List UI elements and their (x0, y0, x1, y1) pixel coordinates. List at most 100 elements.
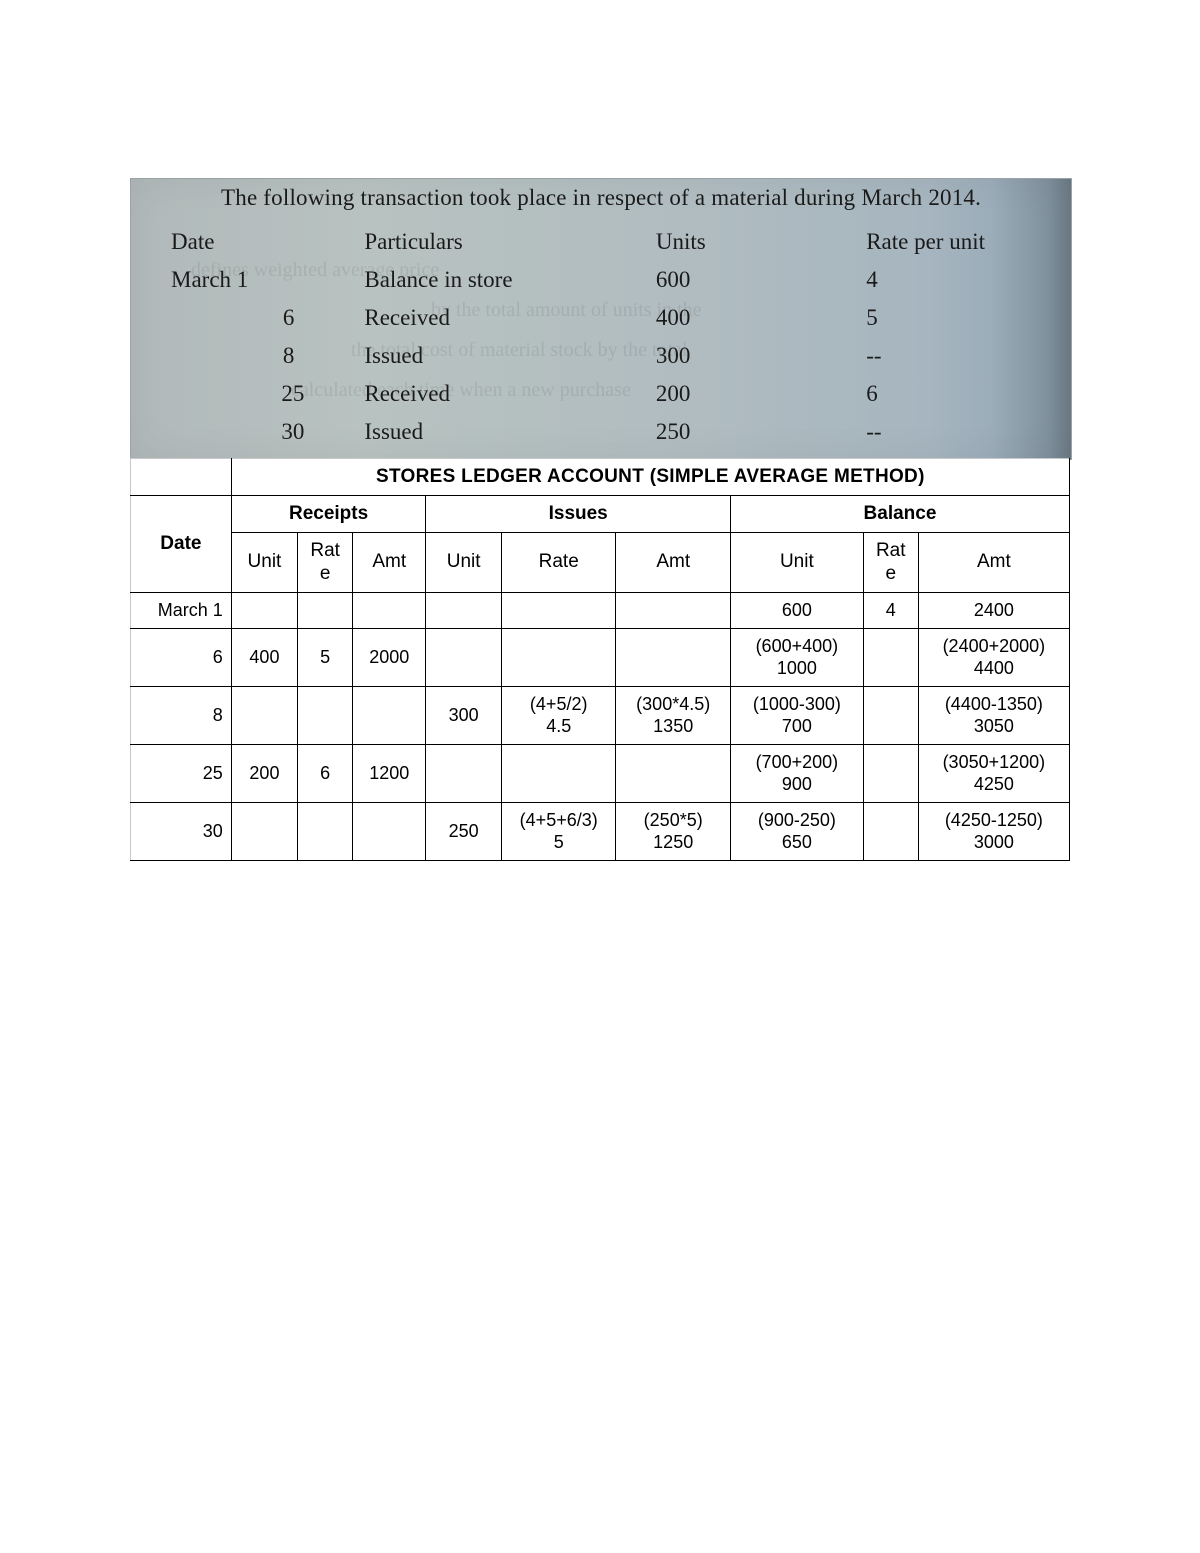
ledger-row: 640052000(600+400)1000(2400+2000)4400 (131, 628, 1070, 686)
ledger-group-receipts: Receipts (231, 495, 426, 532)
problem-scan: The following transaction took place in … (130, 178, 1072, 460)
ledger-title-notch (131, 459, 232, 496)
problem-units: 250 (646, 413, 856, 451)
problem-header-units: Units (646, 223, 856, 261)
problem-intro: The following transaction took place in … (221, 185, 981, 211)
problem-header-date: Date (161, 223, 354, 261)
ledger-issues-rate (501, 593, 616, 629)
ledger-title-row: STORES LEDGER ACCOUNT (SIMPLE AVERAGE ME… (131, 459, 1070, 496)
problem-row: March 1 Balance in store 600 4 (161, 261, 1071, 299)
ledger-issues-amt (616, 744, 731, 802)
ledger-receipts-unit (231, 686, 297, 744)
ledger-title: STORES LEDGER ACCOUNT (SIMPLE AVERAGE ME… (231, 459, 1069, 496)
ledger-date: 8 (131, 686, 232, 744)
ledger-receipts-rate: 5 (298, 628, 353, 686)
ledger-balance-unit: (1000-300)700 (730, 686, 863, 744)
ledger-balance-rate (863, 686, 918, 744)
problem-header-rate: Rate per unit (856, 223, 1071, 261)
ledger-header-rate-l1: Rat (870, 539, 912, 563)
ledger-receipts-rate (298, 593, 353, 629)
problem-row: 8 Issued 300 -- (161, 337, 1071, 375)
ledger-row: 8 300(4+5/2)4.5(300*4.5)1350(1000-300)700… (131, 686, 1070, 744)
problem-date: 25 (161, 375, 354, 413)
ledger-date-header: Date (131, 495, 232, 592)
ledger-row: 2520061200(700+200)900(3050+1200)4250 (131, 744, 1070, 802)
ledger-receipts-amt (353, 802, 426, 860)
ledger-group-balance: Balance (730, 495, 1069, 532)
problem-date: 30 (161, 413, 354, 451)
ledger-header-unit: Unit (730, 532, 863, 593)
ledger-issues-amt (616, 628, 731, 686)
ledger-header-unit: Unit (426, 532, 502, 593)
ledger-table: STORES LEDGER ACCOUNT (SIMPLE AVERAGE ME… (130, 458, 1070, 861)
problem-rate: -- (856, 413, 1071, 451)
problem-row: 30 Issued 250 -- (161, 413, 1071, 451)
problem-table: Date Particulars Units Rate per unit Mar… (161, 223, 1071, 451)
ledger-balance-amt: (4400-1350)3050 (918, 686, 1069, 744)
ledger-row: March 160042400 (131, 593, 1070, 629)
ledger-issues-rate (501, 744, 616, 802)
ledger-balance-rate (863, 802, 918, 860)
problem-date: March 1 (161, 261, 354, 299)
ledger-header-rate-l2: e (304, 562, 346, 586)
ledger-head-row: Unit Rate Amt Unit Rate Amt Unit Rate Am… (131, 532, 1070, 593)
problem-rate: -- (856, 337, 1071, 375)
ledger-issues-unit (426, 628, 502, 686)
problem-rate: 4 (856, 261, 1071, 299)
problem-units: 200 (646, 375, 856, 413)
problem-particulars: Balance in store (354, 261, 646, 299)
ledger-receipts-rate: 6 (298, 744, 353, 802)
ledger-receipts-unit (231, 802, 297, 860)
ledger-header-amt: Amt (616, 532, 731, 593)
ledger-issues-unit: 300 (426, 686, 502, 744)
problem-units: 400 (646, 299, 856, 337)
problem-units: 300 (646, 337, 856, 375)
ledger-receipts-amt: 1200 (353, 744, 426, 802)
ledger-wrap: STORES LEDGER ACCOUNT (SIMPLE AVERAGE ME… (130, 458, 1070, 861)
page: The following transaction took place in … (0, 0, 1200, 1553)
ledger-header-rate-l2: e (870, 562, 912, 586)
problem-rate: 5 (856, 299, 1071, 337)
ledger-header-unit: Unit (231, 532, 297, 593)
problem-header-particulars: Particulars (354, 223, 646, 261)
problem-header-row: Date Particulars Units Rate per unit (161, 223, 1071, 261)
ledger-date: March 1 (131, 593, 232, 629)
ledger-receipts-rate (298, 802, 353, 860)
ledger-header-amt: Amt (918, 532, 1069, 593)
ledger-issues-rate: (4+5/2)4.5 (501, 686, 616, 744)
ledger-balance-unit: (600+400)1000 (730, 628, 863, 686)
ledger-receipts-amt (353, 593, 426, 629)
ledger-issues-amt: (250*5)1250 (616, 802, 731, 860)
ledger-header-rate: Rate (863, 532, 918, 593)
ledger-header-rate-l1: Rat (304, 539, 346, 563)
ledger-balance-amt: (3050+1200)4250 (918, 744, 1069, 802)
ledger-receipts-unit: 200 (231, 744, 297, 802)
ledger-receipts-amt: 2000 (353, 628, 426, 686)
ledger-group-row: Date Receipts Issues Balance (131, 495, 1070, 532)
ledger-balance-amt: 2400 (918, 593, 1069, 629)
ledger-header-rate: Rate (298, 532, 353, 593)
ledger-issues-unit (426, 593, 502, 629)
problem-particulars: Issued (354, 413, 646, 451)
ledger-balance-amt: (2400+2000)4400 (918, 628, 1069, 686)
ledger-issues-amt: (300*4.5)1350 (616, 686, 731, 744)
problem-row: 6 Received 400 5 (161, 299, 1071, 337)
ledger-issues-rate (501, 628, 616, 686)
problem-rate: 6 (856, 375, 1071, 413)
ledger-receipts-amt (353, 686, 426, 744)
ledger-header-amt: Amt (353, 532, 426, 593)
ledger-balance-rate (863, 744, 918, 802)
ledger-receipts-unit (231, 593, 297, 629)
ledger-date: 6 (131, 628, 232, 686)
ledger-receipts-rate (298, 686, 353, 744)
ledger-balance-amt: (4250-1250)3000 (918, 802, 1069, 860)
ledger-balance-unit: 600 (730, 593, 863, 629)
ledger-issues-unit (426, 744, 502, 802)
ledger-header-rate: Rate (501, 532, 616, 593)
problem-date: 8 (161, 337, 354, 375)
ledger-issues-rate: (4+5+6/3)5 (501, 802, 616, 860)
problem-units: 600 (646, 261, 856, 299)
ledger-row: 30250(4+5+6/3)5(250*5)1250(900-250)650(4… (131, 802, 1070, 860)
problem-date: 6 (161, 299, 354, 337)
problem-row: 25 Received 200 6 (161, 375, 1071, 413)
